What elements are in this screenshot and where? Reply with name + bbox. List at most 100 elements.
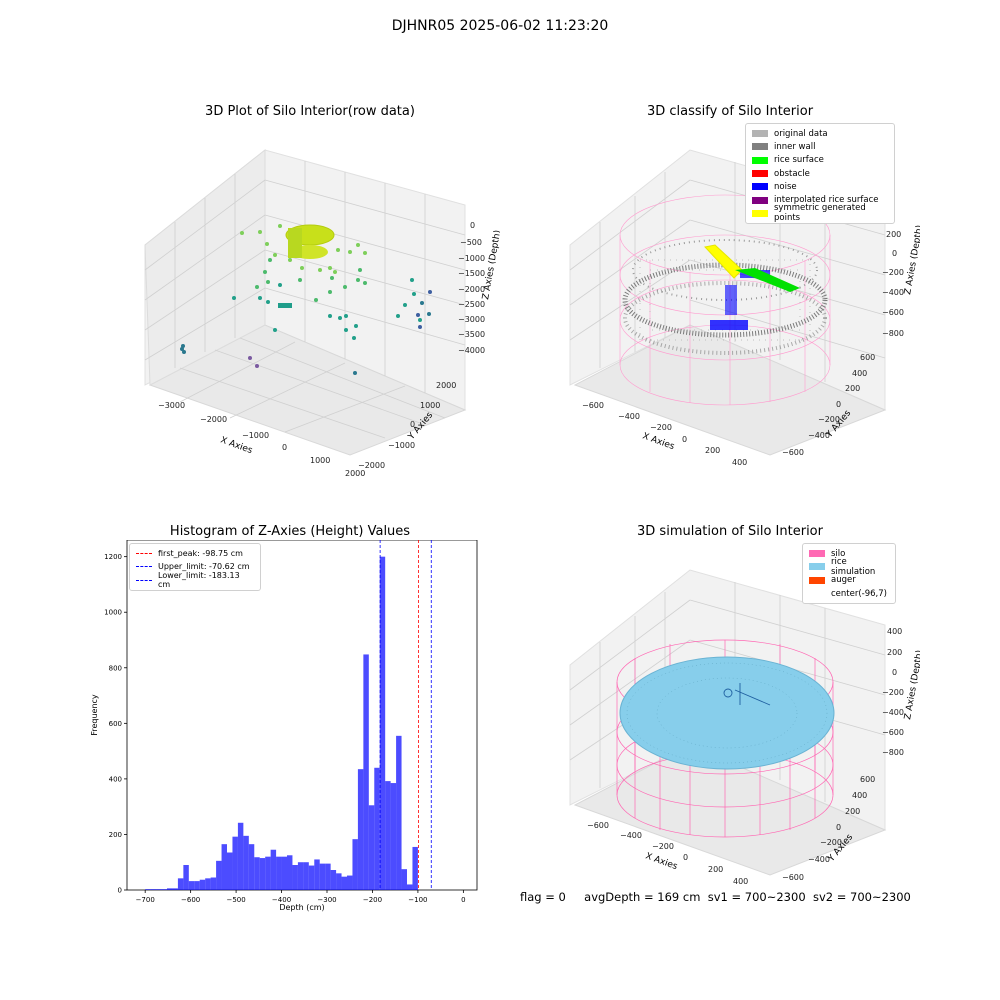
- histogram-bar: [188, 881, 195, 890]
- legend-label: rice simulation: [831, 556, 876, 577]
- ztick-label: 200: [886, 230, 901, 239]
- ztick-label: −600: [882, 728, 904, 737]
- legend-swatch: [752, 143, 768, 151]
- xtick-label: −1000: [242, 431, 269, 440]
- pane-floor: [573, 744, 887, 876]
- ztick-label: −400: [882, 708, 904, 717]
- histogram-bar: [221, 844, 227, 890]
- histogram-bar: [248, 844, 255, 890]
- x-tick-label: 0: [461, 896, 465, 904]
- sv2-text: sv2 = 700~2300: [812, 890, 911, 904]
- legend-swatch: [752, 170, 768, 178]
- y-axis-label: Frequency: [90, 694, 99, 736]
- histogram-bar: [357, 769, 364, 890]
- legend-label: original data: [774, 128, 828, 139]
- xtick-label: −600: [582, 401, 604, 410]
- legend-item: interpolated rice surface: [752, 193, 888, 206]
- y-tick-label: 1000: [104, 609, 122, 617]
- ztick-label: −3000: [458, 315, 485, 324]
- histogram-bar: [287, 855, 293, 890]
- legend-swatch: [809, 576, 825, 584]
- y-ticks: 0 200 400 600 800 1000 1200: [104, 553, 127, 895]
- status-footer: flag = 0 avgDepth = 169 cm sv1 = 700~230…: [520, 890, 911, 904]
- ytick-label: 200: [845, 384, 860, 393]
- xtick-label: 200: [705, 446, 720, 455]
- histogram-bar: [167, 888, 173, 890]
- legend-label: auger: [831, 575, 856, 586]
- ytick-label: 0: [410, 420, 415, 429]
- rice-surface-points: [735, 268, 800, 292]
- histogram-bar: [194, 881, 200, 890]
- xtick-label: 2000: [345, 469, 365, 478]
- reference-lines: [379, 540, 432, 890]
- histogram-bar: [330, 870, 337, 890]
- ztick-label: −800: [882, 329, 904, 338]
- legend-label: inner wall: [774, 141, 816, 152]
- histogram-bar: [232, 836, 238, 890]
- xtick-label: 0: [282, 443, 287, 452]
- auger-marks: [723, 683, 771, 706]
- y-tick-label: 1200: [104, 553, 122, 561]
- x-ticks: −700 −600 −500 −400 −300 −200 −100 0: [136, 890, 466, 904]
- panel-title: 3D classify of Silo Interior: [646, 104, 814, 119]
- y-tick-label: 400: [109, 775, 122, 783]
- ztick-label: −1500: [458, 269, 485, 278]
- ztick-label: 400: [887, 627, 902, 636]
- ztick-label: −1000: [458, 254, 485, 263]
- legend-item: silo: [809, 547, 889, 560]
- figure-title: DJHNR05 2025-06-02 11:23:20: [391, 18, 609, 34]
- ytick-label: −600: [782, 873, 804, 882]
- legend-item: first_peak: -98.75 cm: [136, 547, 254, 560]
- ytick-label: 0: [836, 400, 841, 409]
- histogram-bar: [325, 863, 331, 890]
- legend-item: auger: [809, 574, 889, 587]
- xtick-label: 200: [708, 865, 723, 874]
- legend-label: center(-96,7): [831, 588, 887, 599]
- x-axis-label: X Axies: [641, 431, 676, 452]
- histogram-bar: [270, 849, 277, 890]
- histogram-legend: first_peak: -98.75 cm Upper_limit: -70.6…: [129, 543, 261, 591]
- xtick-label: −2000: [200, 415, 227, 424]
- histogram-bar: [390, 783, 397, 890]
- xtick-label: 0: [682, 435, 687, 444]
- ztick-label: −2500: [458, 300, 485, 309]
- xtick-label: −3000: [158, 401, 185, 410]
- histogram-bar: [259, 858, 266, 890]
- simulation-ticks: −600 −400 −200 0 200 400 −600 −400 −200 …: [587, 627, 904, 886]
- legend-label: rice surface: [774, 155, 824, 166]
- panel-title: Histogram of Z-Axies (Height) Values: [169, 524, 411, 539]
- histogram-bar: [156, 889, 162, 890]
- panel-histogram: Histogram of Z-Axies (Height) Values −70…: [80, 520, 500, 920]
- ztick-label: −200: [882, 268, 904, 277]
- sv1-text: sv1 = 700~2300: [707, 890, 806, 904]
- x-tick-label: −600: [181, 896, 200, 904]
- legend-label: interpolated rice surface: [774, 195, 879, 206]
- simulation-legend: silo rice simulation auger center(-96,7): [802, 543, 896, 605]
- legend-label: silo: [831, 548, 846, 559]
- histogram-bar: [319, 863, 326, 890]
- legend-label: Lower_limit: -183.13 cm: [158, 571, 240, 590]
- ytick-label: 200: [845, 807, 860, 816]
- avg-depth-text: avgDepth = 169 cm: [584, 890, 701, 904]
- histogram-bar: [227, 852, 233, 890]
- raw-points: [180, 224, 432, 375]
- ytick-label: 1000: [420, 401, 440, 410]
- z-axis-label: Z Axies (Depth): [903, 649, 920, 720]
- z-axis-label: Z Axies (Depth): [481, 229, 500, 300]
- panel-title: 3D Plot of Silo Interior(row data): [205, 104, 415, 119]
- legend-label: symmetric generated points: [774, 203, 866, 224]
- histogram-bar: [412, 846, 418, 890]
- x-axis-label: X Axies: [644, 851, 679, 872]
- legend-label: obstacle: [774, 168, 810, 179]
- legend-label: noise: [774, 181, 797, 192]
- legend-line-swatch: [136, 553, 152, 555]
- x-tick-label: −200: [363, 896, 382, 904]
- xtick-label: 400: [733, 877, 748, 886]
- raw-3d-plot: −3000 −2000 −1000 0 1000 2000 −2000 −100…: [144, 148, 500, 478]
- legend-swatch: [752, 196, 768, 204]
- panel-classify-3d: 3D classify of Silo Interior: [540, 100, 920, 470]
- legend-swatch: [809, 563, 825, 571]
- histogram-bar: [379, 556, 386, 890]
- histogram-bar: [210, 877, 217, 890]
- ytick-label: −2000: [358, 461, 385, 470]
